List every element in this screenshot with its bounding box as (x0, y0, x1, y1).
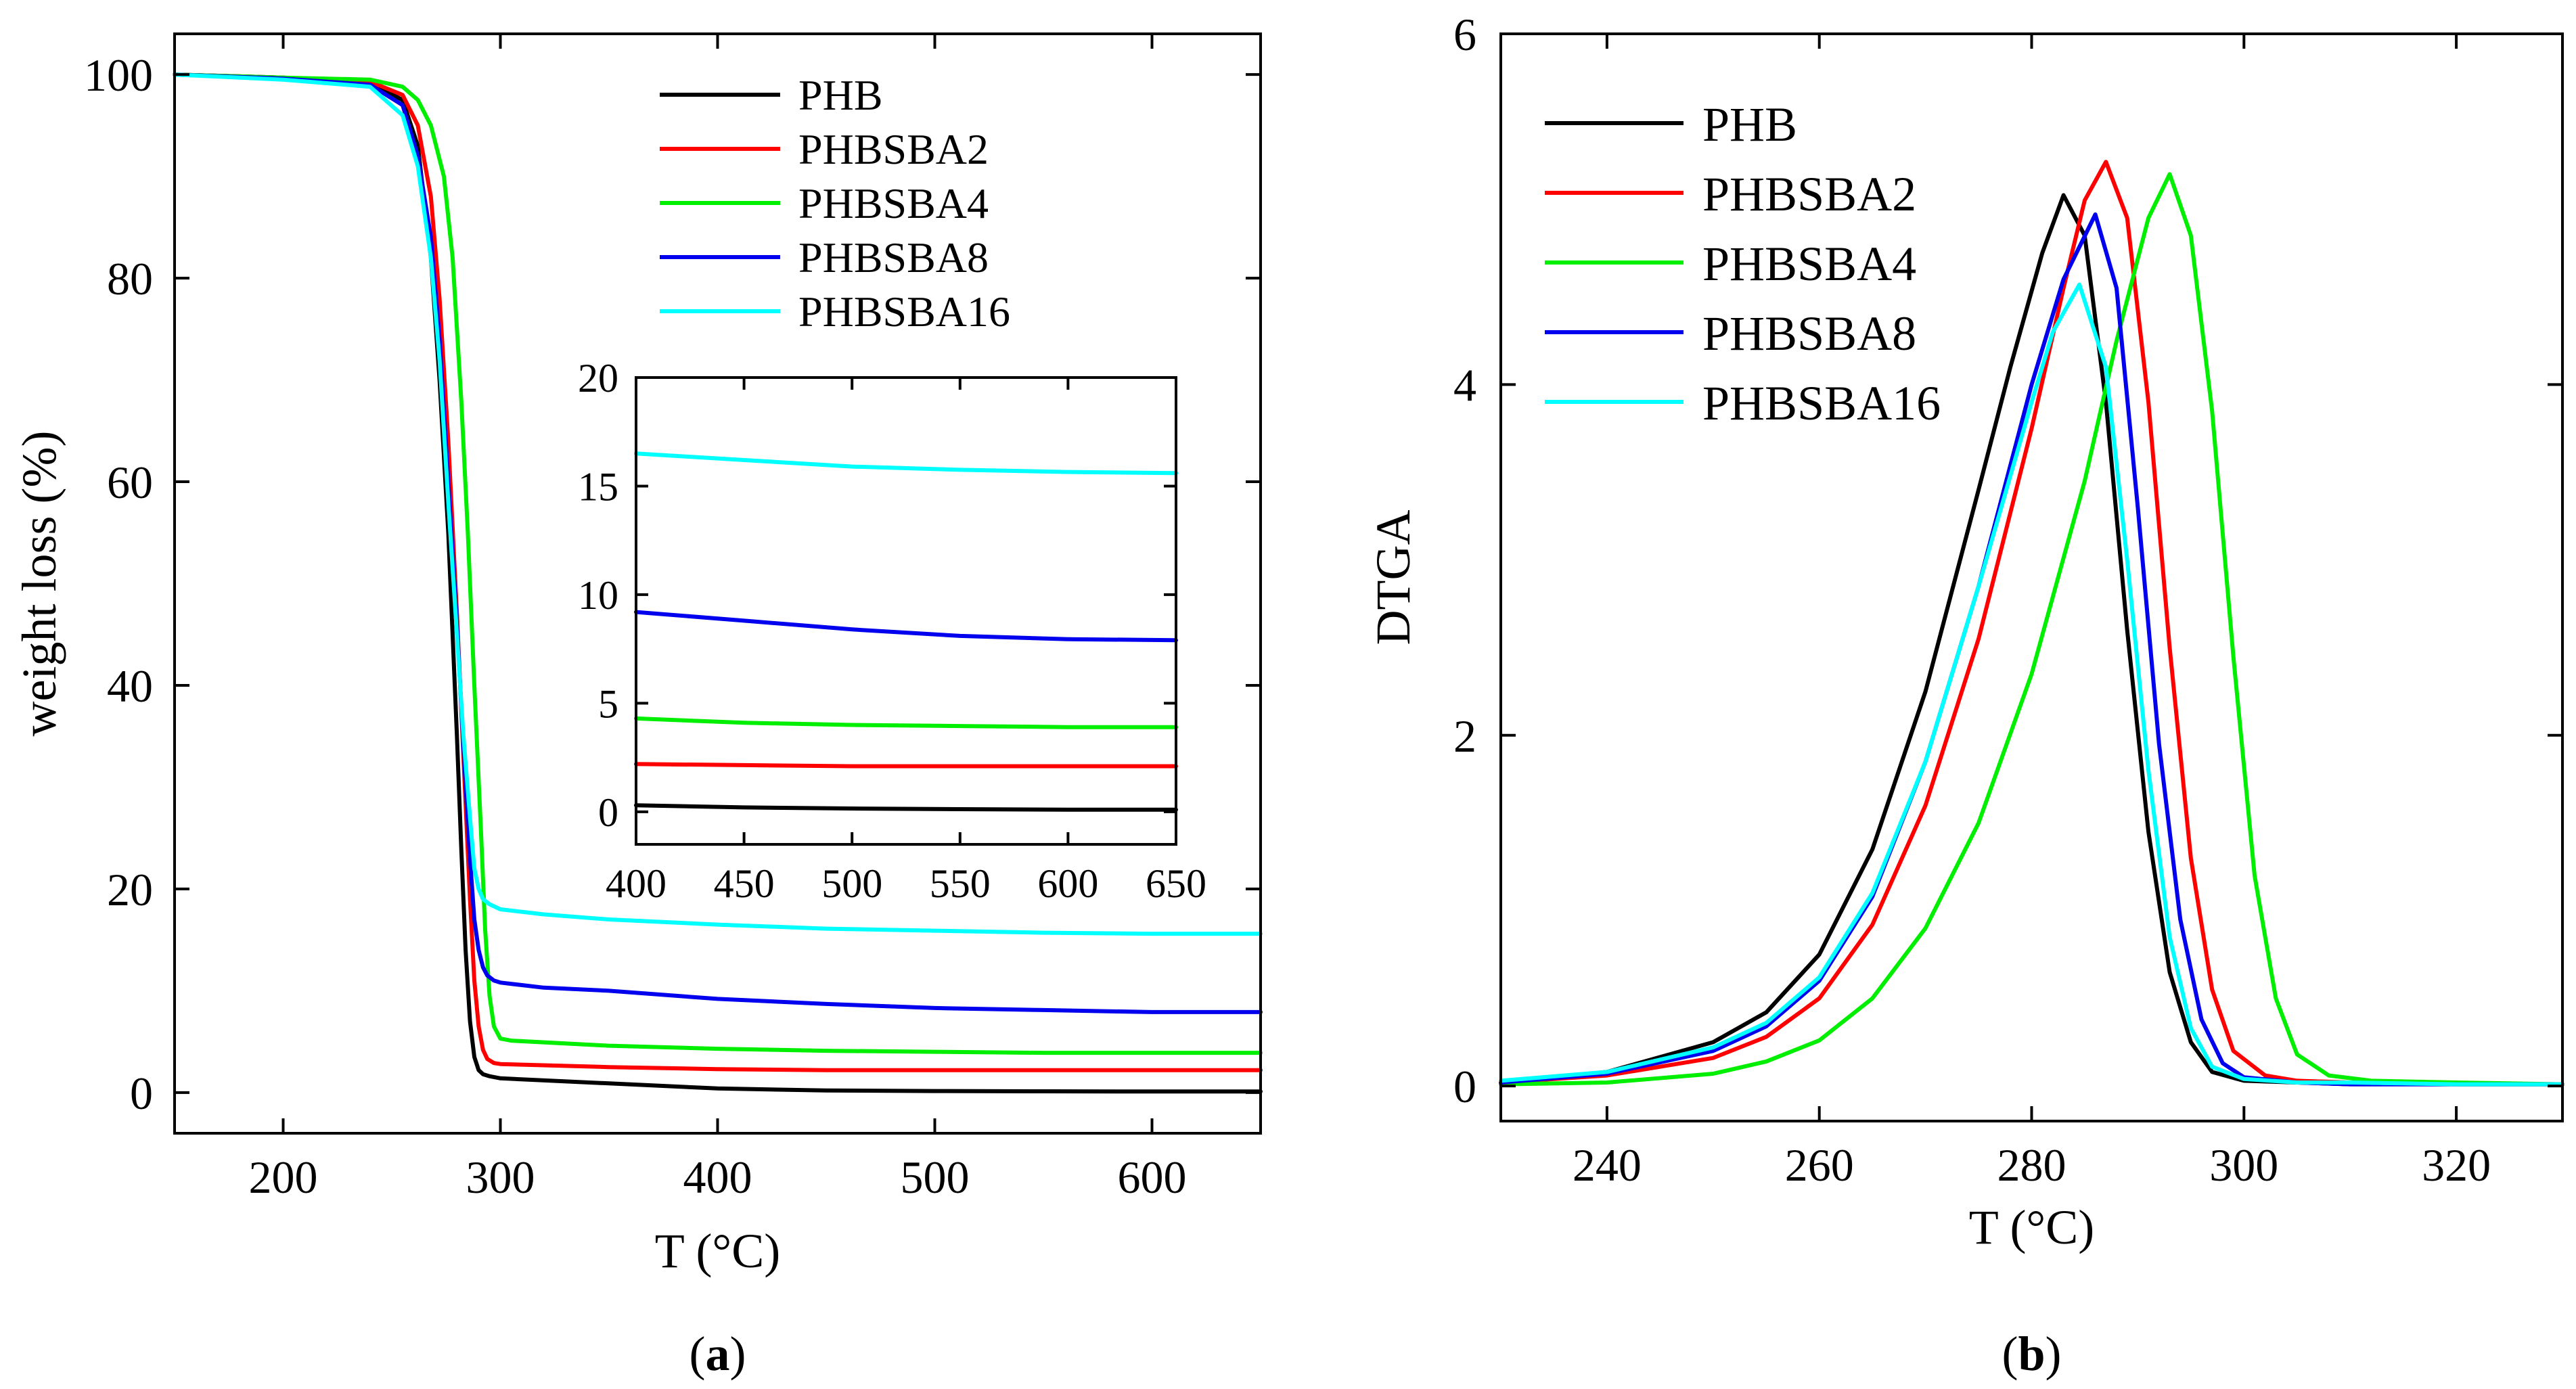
panel-b-series-phbsba2 (1499, 160, 2564, 1087)
inset-y-tick-label: 20 (578, 356, 618, 401)
panel-b-y-tick-label: 4 (1453, 359, 1476, 411)
panel-b-legend-item-phbsba4: PHBSBA4 (1545, 237, 1916, 291)
inset-series-phbsba16 (634, 451, 1178, 476)
panel-a-y-tick-label: 80 (107, 253, 153, 304)
panel-a-series-group (173, 72, 1263, 1094)
panel-b-label: (b) (2002, 1327, 2061, 1381)
panel-b-y-axis-title: DTGA (1366, 510, 1420, 645)
panel-a-legend-label: PHBSBA8 (798, 233, 989, 281)
panel-b-x-tick-label: 300 (2209, 1139, 2278, 1191)
panel-a-label: (a) (690, 1327, 746, 1381)
panel-b-ticks: 240 260 280 300 320 0 2 4 6 (1453, 9, 2562, 1191)
panel-a-legend-item-phb: PHB (660, 71, 883, 119)
panel-a-inset: 400 450 500 550 600 650 0 5 10 15 20 (578, 356, 1206, 906)
inset-ticks: 400 450 500 550 600 650 0 5 10 15 20 (578, 356, 1206, 906)
panel-a-legend-item-phbsba2: PHBSBA2 (660, 125, 989, 173)
inset-series-phbsba8 (634, 610, 1178, 643)
panel-a-series-phbsba2 (173, 72, 1263, 1072)
panel-b-legend-label: PHBSBA8 (1702, 306, 1916, 361)
inset-x-tick-label: 500 (821, 861, 882, 906)
panel-a-legend-label: PHBSBA2 (798, 125, 989, 173)
panel-a-x-axis-title: T (°C) (655, 1224, 780, 1278)
panel-b-frame (1499, 32, 2564, 1122)
panel-b-y-tick-label: 6 (1453, 9, 1476, 60)
panel-a-legend-item-phbsba8: PHBSBA8 (660, 233, 989, 281)
panel-b-x-tick-label: 260 (1785, 1139, 1854, 1191)
panel-a-y-tick-label: 40 (107, 660, 153, 712)
panel-a-x-tick-label: 600 (1118, 1152, 1187, 1203)
panel-b-series-group (1499, 160, 2564, 1087)
inset-y-tick-label: 0 (598, 790, 618, 835)
panel-b-y-tick-label: 2 (1453, 710, 1476, 762)
panel-a-x-tick-label: 200 (249, 1152, 318, 1203)
panel-b-series-phb (1499, 193, 2564, 1087)
panel-b-x-axis-title: T (°C) (1969, 1200, 2094, 1254)
panel-a-x-tick-label: 400 (683, 1152, 752, 1203)
panel-a-series-phbsba8 (173, 72, 1263, 1014)
inset-x-tick-label: 400 (606, 861, 666, 906)
inset-series-phbsba4 (634, 716, 1178, 729)
inset-series-group (634, 451, 1178, 812)
inset-y-tick-label: 10 (578, 573, 618, 618)
panel-a-legend-label: PHBSBA4 (798, 179, 989, 227)
panel-b-x-tick-label: 240 (1573, 1139, 1642, 1191)
panel-b-x-tick-label: 320 (2422, 1139, 2491, 1191)
panel-a-legend-label: PHB (798, 71, 883, 119)
inset-frame (635, 376, 1177, 846)
panel-b-legend-label: PHB (1702, 97, 1797, 152)
panel-b-legend-label: PHBSBA16 (1702, 376, 1941, 430)
panel-b-legend-label: PHBSBA2 (1702, 167, 1916, 221)
panel-a-y-axis-title: weight loss (%) (12, 431, 66, 737)
panel-a-y-tick-label: 20 (107, 864, 153, 915)
panel-b-series-phbsba8 (1499, 212, 2564, 1087)
panel-a-legend-item-phbsba16: PHBSBA16 (660, 288, 1010, 336)
panel-a-x-tick-label: 300 (466, 1152, 535, 1203)
panel-a-legend: PHB PHBSBA2 PHBSBA4 PHBSBA8 PHBSBA16 (660, 71, 1010, 336)
panel-a-y-tick-label: 100 (84, 49, 153, 101)
panel-a-series-phb (173, 72, 1263, 1094)
panel-b-series-phbsba16 (1499, 282, 2564, 1087)
panel-b-series-phbsba4 (1499, 172, 2564, 1087)
panel-a-legend-item-phbsba4: PHBSBA4 (660, 179, 989, 227)
panel-b-legend-label: PHBSBA4 (1702, 237, 1916, 291)
panel-b: 240 260 280 300 320 0 2 4 6 T (°C) DTGA PHB PHBSB… (1366, 9, 2564, 1381)
inset-y-tick-label: 5 (598, 681, 618, 726)
panel-a-frame (173, 32, 1262, 1135)
panel-b-legend-item-phb: PHB (1545, 97, 1797, 152)
panel-a-series-phbsba16 (173, 72, 1263, 936)
panel-b-y-tick-label: 0 (1453, 1061, 1476, 1112)
panel-a-x-tick-label: 500 (901, 1152, 970, 1203)
inset-x-tick-label: 600 (1037, 861, 1098, 906)
inset-x-tick-label: 650 (1146, 861, 1206, 906)
panel-b-legend: PHB PHBSBA2 PHBSBA4 PHBSBA8 PHBSBA16 (1545, 97, 1941, 430)
inset-x-tick-label: 550 (930, 861, 991, 906)
panel-b-legend-item-phbsba8: PHBSBA8 (1545, 306, 1916, 361)
inset-y-tick-label: 15 (578, 464, 618, 509)
panel-b-legend-item-phbsba16: PHBSBA16 (1545, 376, 1941, 430)
panel-a-legend-label: PHBSBA16 (798, 288, 1010, 336)
inset-series-phb (634, 803, 1178, 812)
panel-a-y-tick-label: 0 (130, 1068, 153, 1119)
inset-x-tick-label: 450 (714, 861, 775, 906)
panel-a-y-tick-label: 60 (107, 457, 153, 508)
panel-a-series-phbsba4 (173, 72, 1263, 1055)
panel-b-x-tick-label: 280 (1997, 1139, 2066, 1191)
panel-b-legend-item-phbsba2: PHBSBA2 (1545, 167, 1916, 221)
inset-series-phbsba2 (634, 762, 1178, 769)
